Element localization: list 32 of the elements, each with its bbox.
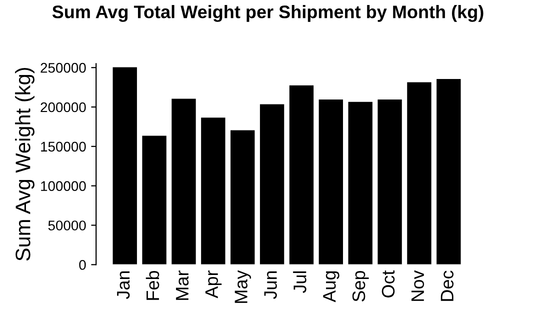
x-tick-label: Aug xyxy=(323,271,340,302)
bar xyxy=(406,81,432,265)
bar xyxy=(259,103,285,265)
bar xyxy=(230,129,256,265)
bar xyxy=(170,98,197,265)
x-tick-label: May xyxy=(234,270,252,303)
bar xyxy=(318,98,344,265)
y-tick-label: 50000 xyxy=(48,220,86,230)
chart-title: Sum Avg Total Weight per Shipment by Month (kg) xyxy=(52,5,484,22)
bar xyxy=(347,101,374,265)
bar xyxy=(112,66,138,265)
bar xyxy=(200,116,226,265)
bar xyxy=(141,134,168,265)
y-axis-title: Sum Avg Weight (kg) xyxy=(15,68,34,261)
x-tick-label: Jul xyxy=(293,271,306,294)
x-tick-label: Jun xyxy=(264,271,277,300)
y-tick-label: 100000 xyxy=(41,181,86,191)
y-tick-label: 150000 xyxy=(41,142,86,152)
y-tick-label: 200000 xyxy=(40,102,86,112)
x-tick-label: Oct xyxy=(382,270,395,298)
bar xyxy=(376,98,403,265)
x-tick-label: Sep xyxy=(352,270,369,302)
y-tick-label: 0 xyxy=(79,260,86,270)
x-tick-label: Feb xyxy=(146,270,160,300)
bar xyxy=(288,84,314,265)
x-tick-label: Dec xyxy=(440,270,454,301)
y-tick-label: 250000 xyxy=(40,62,86,73)
bar xyxy=(436,78,462,265)
x-tick-label: Nov xyxy=(411,270,424,301)
x-tick-label: Apr xyxy=(205,270,222,298)
x-tick-label: Jan xyxy=(117,271,130,300)
x-tick-label: Mar xyxy=(176,270,189,300)
